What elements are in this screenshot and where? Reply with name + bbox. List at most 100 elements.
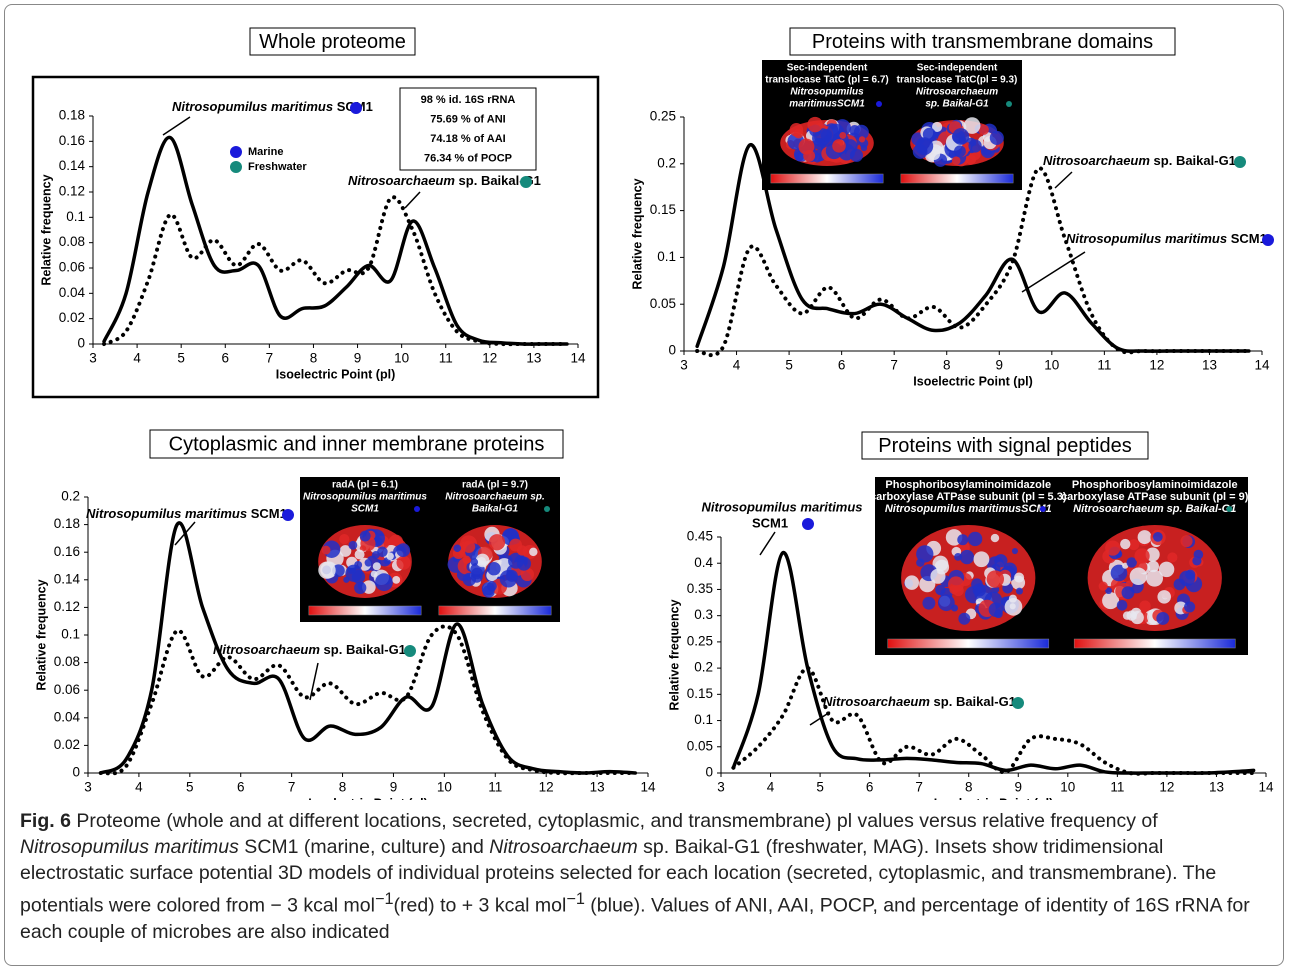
series-strain: SCM1 bbox=[1231, 231, 1267, 246]
x-tick-label: 6 bbox=[866, 780, 874, 795]
protein-patch bbox=[355, 550, 365, 560]
series-marker bbox=[1234, 156, 1246, 168]
protein-patch bbox=[938, 594, 955, 611]
protein-patch bbox=[1147, 561, 1159, 573]
series-line bbox=[104, 197, 567, 344]
protein-patch bbox=[1157, 590, 1171, 604]
x-tick-label: 7 bbox=[288, 780, 296, 795]
x-tick-label: 9 bbox=[996, 358, 1004, 373]
stats-text: 75.69 % of ANI bbox=[430, 113, 505, 125]
protein-patch bbox=[861, 145, 868, 152]
inset-organism: Nitrosopumilus bbox=[790, 87, 864, 98]
series-line bbox=[697, 168, 1249, 355]
y-tick-label: 0.16 bbox=[59, 133, 85, 148]
leader-line bbox=[405, 192, 420, 208]
y-tick-label: 0.15 bbox=[650, 202, 676, 217]
protein-patch bbox=[373, 562, 381, 570]
x-tick-label: 6 bbox=[237, 780, 245, 795]
inset-organism: SCM1 bbox=[351, 504, 379, 515]
series-strain: sp. Baikal-G1 bbox=[324, 642, 406, 657]
protein-patch bbox=[1167, 552, 1177, 562]
y-tick-label: 0.1 bbox=[657, 249, 676, 264]
protein-patch bbox=[952, 128, 969, 145]
y-tick-label: 0 bbox=[668, 343, 676, 358]
protein-patch bbox=[1012, 548, 1018, 554]
stats-text: 98 % id. 16S rRNA bbox=[421, 94, 516, 106]
protein-patch bbox=[392, 576, 400, 584]
x-tick-label: 8 bbox=[339, 780, 347, 795]
y-tick-label: 0 bbox=[705, 765, 713, 780]
inset-protein: Sec-independent bbox=[787, 63, 868, 74]
y-tick-label: 0.12 bbox=[54, 599, 80, 614]
series-name: Nitrosoarchaeum bbox=[823, 694, 930, 709]
y-tick-label: 0.2 bbox=[657, 155, 676, 170]
inset-organism: Baikal-G1 bbox=[472, 504, 519, 515]
x-tick-label: 5 bbox=[177, 351, 185, 366]
protein-patch bbox=[339, 534, 349, 544]
protein-patch bbox=[1009, 595, 1017, 603]
y-tick-label: 0.04 bbox=[54, 709, 81, 724]
y-tick-label: 0.25 bbox=[650, 109, 676, 124]
series-name: Nitrosoarchaeum bbox=[1043, 153, 1150, 168]
protein-patch bbox=[529, 548, 537, 556]
inset-marker bbox=[1226, 506, 1232, 512]
protein-patch bbox=[1105, 540, 1120, 555]
color-scale bbox=[771, 174, 883, 183]
y-tick-label: 0.12 bbox=[59, 184, 85, 199]
series-label: Nitrosopumilus maritimus SCM1 bbox=[86, 506, 287, 521]
series-label: Nitrosoarchaeum sp. Baikal-G1 bbox=[348, 173, 541, 188]
protein-patch bbox=[1014, 572, 1024, 582]
stats-text: 74.18 % of AAI bbox=[430, 133, 505, 145]
panel: Cytoplasmic and inner membrane proteins0… bbox=[34, 430, 656, 800]
series-name: Nitrosoarchaeum bbox=[213, 642, 320, 657]
y-axis-label: Relative frequency bbox=[39, 174, 53, 285]
inset-marker bbox=[544, 506, 550, 512]
y-tick-label: 0.25 bbox=[687, 633, 713, 648]
series-strain: sp. Baikal-G1 bbox=[934, 694, 1016, 709]
protein-patch bbox=[922, 597, 935, 610]
x-tick-label: 3 bbox=[89, 351, 97, 366]
inset-protein: Phosphoribosylaminoimidazole bbox=[885, 479, 1051, 491]
inset-protein: Sec-independent bbox=[917, 63, 998, 74]
protein-patch bbox=[463, 541, 475, 553]
x-tick-label: 12 bbox=[1149, 358, 1164, 373]
y-tick-label: 0.4 bbox=[694, 555, 713, 570]
inset-marker bbox=[1040, 506, 1046, 512]
protein-patch bbox=[948, 576, 964, 592]
protein-patch bbox=[1120, 539, 1130, 549]
y-axis-label: Relative frequency bbox=[667, 599, 681, 710]
x-axis-label: Isoelectric Point (pl) bbox=[308, 796, 427, 800]
y-tick-label: 0 bbox=[72, 765, 80, 780]
protein-patch bbox=[930, 569, 945, 584]
x-tick-label: 14 bbox=[1254, 358, 1270, 373]
protein-patch bbox=[832, 139, 846, 153]
x-tick-label: 7 bbox=[266, 351, 274, 366]
x-tick-label: 6 bbox=[222, 351, 230, 366]
x-tick-label: 4 bbox=[133, 351, 141, 366]
x-tick-label: 8 bbox=[310, 351, 318, 366]
caption-sup: −1 bbox=[375, 890, 394, 908]
y-tick-label: 0.15 bbox=[687, 686, 713, 701]
y-tick-label: 0.2 bbox=[694, 660, 713, 675]
caption-label: Fig. 6 bbox=[20, 810, 71, 832]
legend-marker bbox=[230, 161, 242, 173]
protein-patch bbox=[954, 553, 962, 561]
series-strain: sp. Baikal-G1 bbox=[1154, 153, 1236, 168]
protein-patch bbox=[954, 145, 966, 157]
y-tick-label: 0 bbox=[77, 336, 85, 351]
protein-patch bbox=[517, 557, 531, 571]
protein-patch bbox=[1016, 588, 1023, 595]
inset-organism: Nitrosopumilus maritimus bbox=[303, 492, 427, 503]
caption-text: Proteome (whole and at different locatio… bbox=[71, 810, 1158, 832]
series-marker bbox=[404, 645, 416, 657]
color-scale bbox=[888, 639, 1049, 648]
x-tick-label: 11 bbox=[439, 351, 453, 366]
x-tick-label: 13 bbox=[1209, 780, 1224, 795]
protein-patch bbox=[799, 139, 815, 155]
series-marker bbox=[802, 518, 814, 530]
x-tick-label: 3 bbox=[84, 780, 92, 795]
leader-line bbox=[760, 532, 775, 555]
x-tick-label: 6 bbox=[838, 358, 846, 373]
x-tick-label: 10 bbox=[1060, 780, 1075, 795]
protein-patch bbox=[471, 558, 479, 566]
